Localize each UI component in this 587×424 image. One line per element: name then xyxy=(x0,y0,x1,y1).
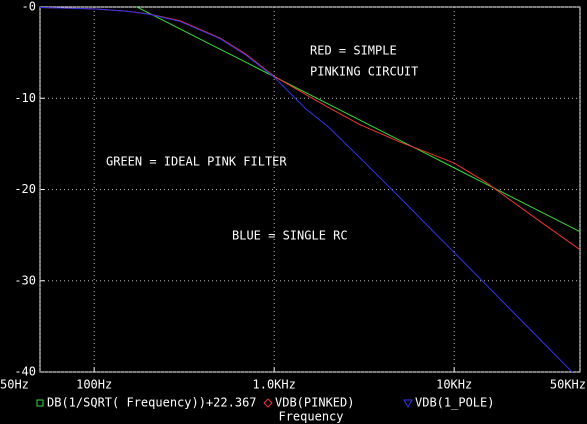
series-line xyxy=(40,7,573,372)
x-axis-label: Frequency xyxy=(278,410,343,424)
annotation: RED = SIMPLE xyxy=(310,44,397,58)
legend-marker xyxy=(36,399,44,407)
legend-label: DB(1/SQRT( Frequency))+22.367 xyxy=(47,396,257,410)
x-tick-label: 10KHz xyxy=(436,378,472,392)
x-tick-label: 100Hz xyxy=(76,378,112,392)
y-tick-label: -30 xyxy=(14,273,36,287)
series-line xyxy=(135,7,580,233)
x-tick-label: 1.0KHz xyxy=(253,378,296,392)
x-tick-label: 50Hz xyxy=(0,378,29,392)
annotation: PINKING CIRCUIT xyxy=(310,65,418,79)
legend-marker xyxy=(263,398,273,408)
y-tick-label: -0 xyxy=(22,0,36,14)
y-tick-label: -20 xyxy=(14,182,36,196)
annotation: GREEN = IDEAL PINK FILTER xyxy=(106,155,287,169)
legend-marker xyxy=(403,399,413,409)
legend-label: VDB(1_POLE) xyxy=(415,396,494,410)
x-tick-label: 50KHz xyxy=(550,378,586,392)
plot-area xyxy=(40,7,580,372)
y-tick-label: -40 xyxy=(14,365,36,379)
annotation: BLUE = SINGLE RC xyxy=(232,229,348,243)
legend-label: VDB(PINKED) xyxy=(275,396,354,410)
y-tick-label: -10 xyxy=(14,91,36,105)
